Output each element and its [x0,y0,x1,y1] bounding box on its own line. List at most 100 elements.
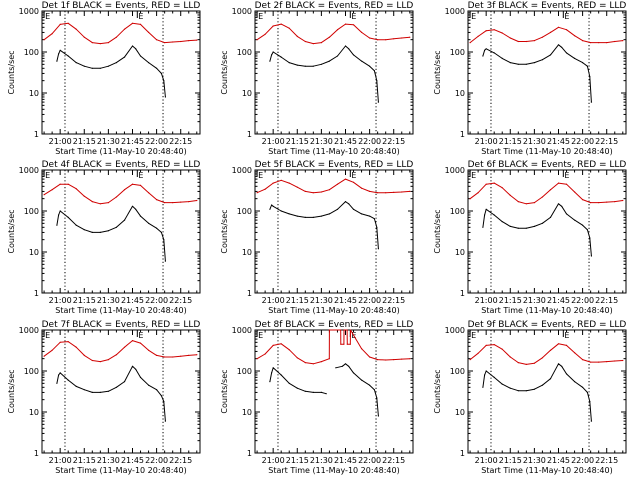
events-point [557,363,560,365]
events-point [493,376,495,378]
lld-series-line [469,26,623,44]
lld-point [304,362,306,364]
lld-point [256,192,258,194]
lld-point [349,329,352,331]
events-point [272,367,274,369]
lld-point [107,359,109,361]
events-point [328,60,330,62]
marker-label: E [564,12,569,21]
y-tick-label: 100 [24,207,39,216]
x-tick-label: 21:30 [97,296,120,305]
x-tick-label: 21:45 [334,296,357,305]
y-axis-label: Counts/sec [220,369,229,413]
lld-point [557,26,560,28]
lld-point [469,359,471,361]
x-tick-label: 21:15 [286,296,309,305]
events-point [160,72,162,74]
events-point [485,208,487,210]
marker-label: E [351,12,356,21]
x-tick-label: 21:30 [310,137,333,146]
lld-point [369,37,371,39]
events-point [148,222,150,224]
lld-point [385,39,387,41]
events-point [509,62,511,64]
lld-point [312,43,314,45]
events-point [107,230,109,232]
y-tick-label: 100 [450,207,465,216]
lld-point [172,41,174,43]
plot-frame [254,10,414,135]
lld-point [352,24,355,26]
lld-point [43,355,45,357]
x-tick-label: 22:15 [169,456,192,465]
lld-point [344,23,347,25]
lld-point [99,43,101,45]
x-tick-label: 22:00 [145,456,168,465]
lld-point [264,353,266,355]
x-tick-label: 21:15 [73,296,96,305]
lld-point [320,42,322,44]
lld-point [51,33,53,35]
lld-point [485,344,487,346]
events-point [377,248,379,250]
events-point [557,44,560,46]
lld-point [533,40,536,42]
events-point [156,67,158,69]
lld-point [188,40,190,42]
lld-point [565,29,568,31]
events-point [59,372,61,374]
x-axis-label: Start Time (11-May-10 20:48:40) [55,306,186,315]
lld-series-line [256,178,410,194]
events-point [541,222,544,224]
events-point [525,390,527,392]
lld-series-line [469,182,623,205]
events-point [107,65,109,67]
events-point [280,374,282,376]
x-tick-label: 22:15 [382,296,405,305]
events-series-line [56,365,166,422]
y-tick-label: 100 [450,367,465,376]
lightcurve-panel-2: Det 2f BLACK = Events, RED = LLD 1 10 100 10… [220,1,414,156]
x-tick-label: 21:45 [547,137,570,146]
y-tick-label: 100 [237,48,252,57]
lld-point [312,363,314,365]
events-point [99,67,101,69]
lld-point [385,359,387,361]
lld-point [606,361,608,363]
lightcurve-panel-6: Det 6f BLACK = Events, RED = LLD 1 10 100 10… [433,160,627,315]
lld-point [557,343,560,345]
events-point [369,384,371,386]
lld-point [59,341,61,343]
events-point [589,237,591,239]
x-tick-label: 22:00 [571,296,594,305]
y-tick-label: 1000 [445,7,465,16]
events-point [312,216,314,218]
events-point [312,391,314,393]
events-point [541,59,544,61]
events-point [58,214,60,216]
lld-point [304,40,306,43]
lld-point [541,196,544,198]
lld-point [622,40,624,42]
lld-point [188,201,190,203]
lld-point [312,192,314,194]
lld-point [344,178,347,180]
y-tick-label: 1 [34,449,39,458]
lld-point [509,356,511,358]
events-point [344,363,347,365]
events-point [91,231,93,233]
marker-label: E [45,331,50,340]
events-point [352,54,355,56]
lld-point [369,356,371,358]
lld-point [409,190,411,192]
marker-label: E [258,12,263,21]
events-point [163,80,165,82]
lld-point [320,191,322,193]
events-point [376,397,378,399]
lld-point [115,354,117,356]
lld-point [280,179,282,181]
events-point [296,387,298,389]
lld-point [549,31,552,33]
lld-point [256,358,258,360]
events-point [123,219,126,221]
